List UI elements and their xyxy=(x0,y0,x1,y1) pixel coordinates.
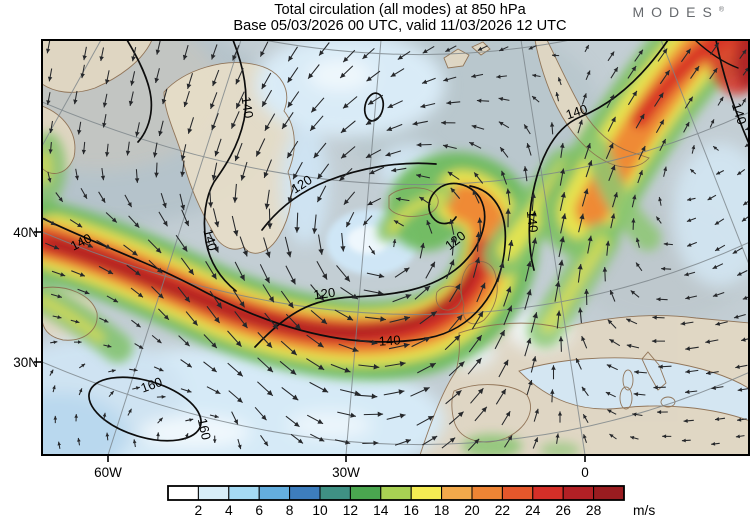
contour-label: 160 xyxy=(139,374,165,396)
colorbar-cell xyxy=(197,485,230,501)
colorbar-tick-label: 6 xyxy=(255,503,263,516)
colorbar-tick-label: 26 xyxy=(556,503,572,516)
colorbar-cell xyxy=(167,485,199,501)
contour-label: 140 xyxy=(524,210,541,233)
colorbar-tick-label: 18 xyxy=(434,503,450,516)
colorbar-border xyxy=(167,485,625,501)
colorbar-cell xyxy=(349,485,382,501)
contour-label: 140 xyxy=(378,332,401,348)
colorbar-tick-label: 16 xyxy=(404,503,420,516)
graticule xyxy=(42,40,749,455)
contour-lines xyxy=(42,40,749,442)
colorbar-tick-label: 8 xyxy=(286,503,294,516)
contour-label: 160 xyxy=(195,417,214,441)
colorbar-cell xyxy=(380,485,412,501)
colorbar: 2 4 6 8 10 12 14 16 18 20 22 24 26 28 m/s xyxy=(167,485,655,516)
colorbar-cell xyxy=(501,485,534,501)
title-line-1: Total circulation (all modes) at 850 hPa xyxy=(274,2,526,18)
contour-label: 140 xyxy=(239,96,257,120)
colorbar-cell xyxy=(532,485,564,501)
colorbar-cell xyxy=(441,485,473,501)
x-axis-label: 30W xyxy=(332,465,360,480)
colorbar-cell xyxy=(319,485,351,501)
colorbar-tick-label: 4 xyxy=(225,503,233,516)
x-axis-label: 0 xyxy=(581,465,589,480)
x-axis-label: 60W xyxy=(94,465,122,480)
map-frame xyxy=(41,39,750,456)
contour-label: 140 xyxy=(200,227,220,252)
colorbar-tick-label: 10 xyxy=(312,503,328,516)
colorbar-cell xyxy=(471,485,503,501)
colorbar-cell xyxy=(410,485,443,501)
colorbar-cell xyxy=(593,485,625,501)
arrow-shafts xyxy=(43,40,749,451)
colorbar-tick-label: 22 xyxy=(495,503,510,516)
axes: 40N 30N 60W 30W 0 xyxy=(13,225,589,480)
chart-title: Total circulation (all modes) at 850 hPa… xyxy=(50,2,750,34)
colorbar-cell xyxy=(562,485,595,501)
contour-label: 140 xyxy=(729,101,750,126)
colorbar-cell xyxy=(289,485,321,501)
modes-logo: MODES® xyxy=(632,4,724,20)
colorbar-cell xyxy=(228,485,260,501)
colorbar-tick-label: 24 xyxy=(525,503,541,516)
colorbar-cell xyxy=(258,485,291,501)
contour-label: 120 xyxy=(313,285,337,303)
colorbar-tick-label: 12 xyxy=(343,503,358,516)
colorbar-tick-label: 14 xyxy=(373,503,389,516)
wind-arrows xyxy=(43,40,749,451)
contour-label: 140 xyxy=(564,101,589,122)
colorbar-unit: m/s xyxy=(633,503,655,516)
colorbar-tick-label: 28 xyxy=(586,503,602,516)
y-axis-label: 40N xyxy=(13,225,38,240)
colorbar-tick-label: 20 xyxy=(464,503,480,516)
y-axis-label: 30N xyxy=(13,355,38,370)
title-line-2: Base 05/03/2026 00 UTC, valid 11/03/2026… xyxy=(233,18,567,34)
registered-mark: ® xyxy=(718,6,724,14)
colorbar-tick-label: 2 xyxy=(195,503,203,516)
calm-regions xyxy=(42,40,749,455)
